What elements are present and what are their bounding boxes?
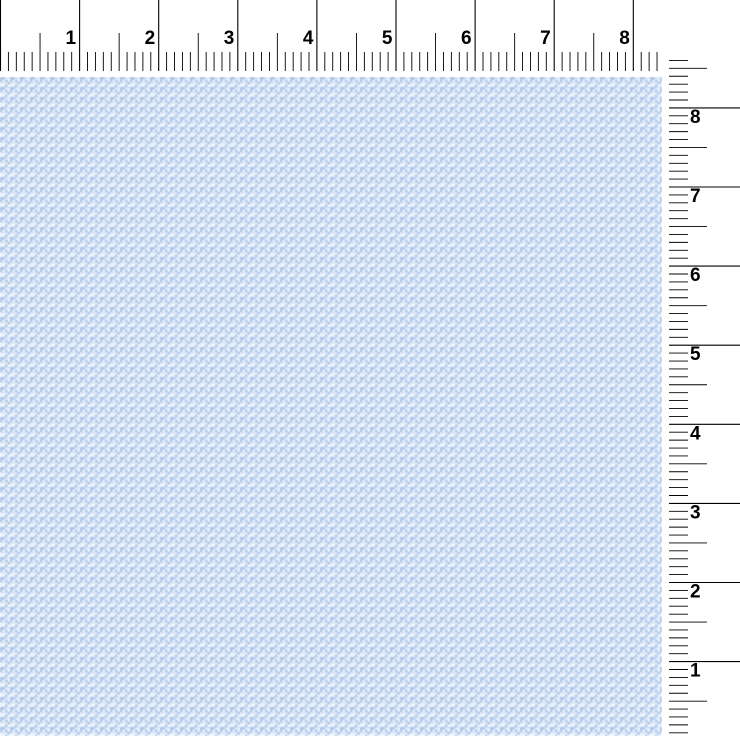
svg-text:2: 2 bbox=[145, 28, 156, 49]
svg-text:1: 1 bbox=[66, 28, 77, 49]
svg-text:4: 4 bbox=[303, 28, 314, 49]
svg-text:5: 5 bbox=[690, 344, 701, 365]
svg-text:6: 6 bbox=[690, 265, 701, 286]
svg-text:1: 1 bbox=[690, 661, 701, 682]
svg-text:8: 8 bbox=[690, 107, 701, 128]
svg-text:2: 2 bbox=[690, 582, 701, 603]
svg-text:4: 4 bbox=[690, 423, 701, 444]
svg-text:7: 7 bbox=[540, 28, 551, 49]
svg-text:6: 6 bbox=[461, 28, 472, 49]
svg-text:7: 7 bbox=[690, 186, 701, 207]
svg-text:5: 5 bbox=[382, 28, 393, 49]
svg-text:8: 8 bbox=[619, 28, 630, 49]
svg-text:3: 3 bbox=[224, 28, 235, 49]
svg-text:3: 3 bbox=[690, 502, 701, 523]
